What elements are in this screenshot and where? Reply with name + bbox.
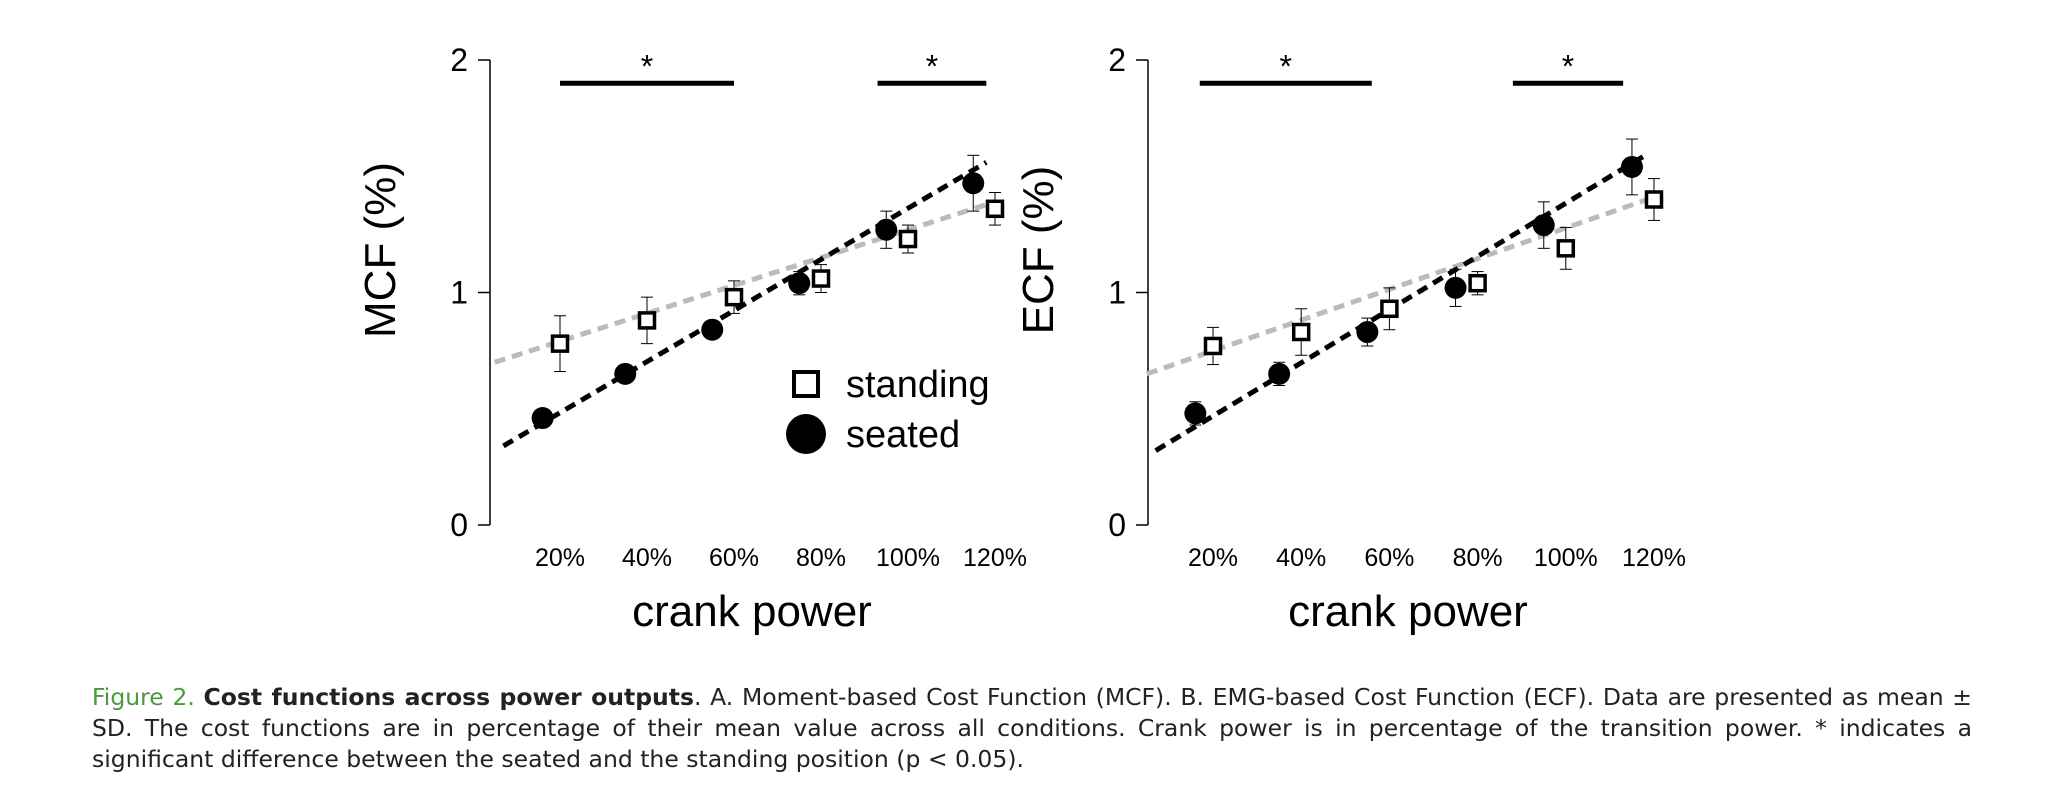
data-point-seated — [1620, 155, 1643, 178]
significance-star: * — [926, 48, 938, 84]
y-tick-label: 0 — [450, 507, 468, 543]
data-point-seated — [701, 318, 724, 341]
y-tick-label: 0 — [1108, 507, 1126, 543]
data-point-standing — [637, 311, 657, 330]
x-tick-label: 60% — [1364, 544, 1414, 572]
data-point-standing — [1644, 190, 1664, 209]
legend-marker-standing — [792, 370, 820, 398]
data-point-standing — [1291, 322, 1311, 342]
chart-panel-a: 0 1 2 20% 40% 60% 80% 100% 120% crank power MCF (%… — [356, 42, 1027, 636]
x-tick-label: 20% — [1188, 544, 1238, 572]
y-tick-label: 2 — [450, 42, 468, 78]
x-axis-label: crank power — [632, 587, 872, 636]
trendline-seated — [1154, 153, 1647, 453]
legend-label-seated: seated — [846, 414, 960, 456]
x-tick-label: 60% — [709, 544, 759, 572]
y-axis-label: MCF (%) — [356, 162, 405, 338]
data-point-standing — [898, 229, 918, 249]
x-tick-label: 40% — [1276, 544, 1326, 572]
x-tick-label: 20% — [535, 544, 585, 572]
data-point-standing — [1203, 336, 1223, 356]
x-tick-label: 100% — [1534, 544, 1598, 572]
data-point-standing — [550, 334, 570, 353]
data-point-seated — [788, 272, 811, 295]
data-point-seated — [531, 407, 554, 430]
trendline-standing — [1146, 194, 1655, 377]
data-point-seated — [1356, 321, 1379, 344]
data-point-standing — [985, 199, 1005, 219]
data-point-standing — [1556, 239, 1576, 258]
legend-marker-seated — [786, 414, 826, 454]
caption-label: Figure 2. — [92, 683, 195, 711]
x-tick-label: 40% — [622, 544, 672, 572]
data-point-seated — [875, 218, 898, 241]
legend: standing seated — [786, 364, 990, 456]
x-tick-label: 120% — [1622, 544, 1686, 572]
y-tick-label: 1 — [450, 275, 468, 311]
data-point-standing — [724, 287, 744, 307]
chart-panel-b: 0 1 2 20% 40% 60% 80% 100% 120% crank power ECF (%… — [1014, 42, 1686, 636]
y-tick-label: 1 — [1108, 275, 1126, 311]
x-tick-label: 100% — [876, 544, 940, 572]
x-tick-label: 120% — [963, 544, 1027, 572]
caption-body: . A. Moment-based Cost Function (MCF). B… — [92, 683, 1972, 773]
x-tick-label: 80% — [796, 544, 846, 572]
trendline-seated — [502, 160, 988, 449]
legend-label-standing: standing — [846, 364, 990, 406]
data-point-seated — [1268, 362, 1291, 385]
data-point-standing — [1468, 273, 1487, 293]
significance-star: * — [1562, 48, 1574, 84]
y-axis-label: ECF (%) — [1014, 166, 1063, 335]
y-tick-label: 2 — [1108, 42, 1126, 78]
significance-star: * — [641, 48, 653, 84]
data-point-seated — [1184, 402, 1207, 425]
data-point-seated — [614, 362, 637, 385]
figure-caption: Figure 2. Cost functions across power ou… — [92, 682, 1972, 775]
x-axis-label: crank power — [1288, 587, 1528, 636]
data-point-seated — [962, 172, 985, 195]
caption-title: Cost functions across power outputs — [203, 683, 694, 711]
x-tick-label: 80% — [1453, 544, 1503, 572]
significance-star: * — [1280, 48, 1292, 84]
data-point-seated — [1532, 214, 1555, 237]
data-point-seated — [1444, 276, 1467, 299]
data-point-standing — [811, 269, 831, 288]
data-point-standing — [1380, 299, 1399, 319]
trendline-standing — [493, 199, 996, 365]
